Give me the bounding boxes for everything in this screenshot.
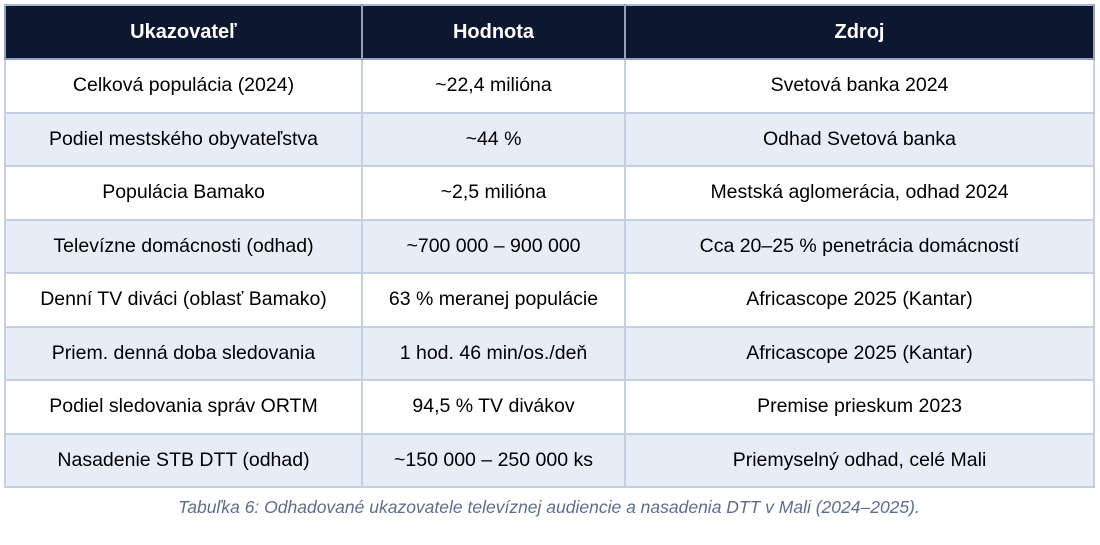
- table-header: Ukazovateľ Hodnota Zdroj: [4, 4, 1095, 60]
- tv-audience-table: Ukazovateľ Hodnota Zdroj Celková populác…: [4, 4, 1095, 488]
- cell-value: 63 % meranej populácie: [361, 272, 626, 328]
- table-body: Celková populácia (2024) ~22,4 milióna S…: [4, 58, 1095, 488]
- cell-indicator: Populácia Bamako: [4, 165, 363, 221]
- header-row: Ukazovateľ Hodnota Zdroj: [4, 4, 1095, 60]
- cell-value: ~22,4 milióna: [361, 58, 626, 114]
- cell-source: Cca 20–25 % penetrácia domácností: [624, 218, 1095, 274]
- cell-source: Africascope 2025 (Kantar): [624, 272, 1095, 328]
- cell-source: Priemyselný odhad, celé Mali: [624, 432, 1095, 488]
- cell-indicator: Celková populácia (2024): [4, 58, 363, 114]
- cell-indicator: Podiel sledovania správ ORTM: [4, 379, 363, 435]
- cell-indicator: Nasadenie STB DTT (odhad): [4, 432, 363, 488]
- cell-source: Africascope 2025 (Kantar): [624, 325, 1095, 381]
- cell-indicator: Priem. denná doba sledovania: [4, 325, 363, 381]
- cell-value: ~150 000 – 250 000 ks: [361, 432, 626, 488]
- table-row: Televízne domácnosti (odhad) ~700 000 – …: [4, 218, 1095, 274]
- column-header-source: Zdroj: [624, 4, 1095, 60]
- column-header-value: Hodnota: [361, 4, 626, 60]
- table-row: Priem. denná doba sledovania 1 hod. 46 m…: [4, 325, 1095, 381]
- table-row: Denní TV diváci (oblasť Bamako) 63 % mer…: [4, 272, 1095, 328]
- table-row: Podiel sledovania správ ORTM 94,5 % TV d…: [4, 379, 1095, 435]
- cell-source: Mestská aglomerácia, odhad 2024: [624, 165, 1095, 221]
- cell-source: Svetová banka 2024: [624, 58, 1095, 114]
- table-row: Nasadenie STB DTT (odhad) ~150 000 – 250…: [4, 432, 1095, 488]
- cell-value: 94,5 % TV divákov: [361, 379, 626, 435]
- cell-value: ~44 %: [361, 111, 626, 167]
- cell-value: 1 hod. 46 min/os./deň: [361, 325, 626, 381]
- cell-value: ~700 000 – 900 000: [361, 218, 626, 274]
- column-header-indicator: Ukazovateľ: [4, 4, 363, 60]
- table-row: Populácia Bamako ~2,5 milióna Mestská ag…: [4, 165, 1095, 221]
- cell-indicator: Televízne domácnosti (odhad): [4, 218, 363, 274]
- table-caption: Tabuľka 6: Odhadované ukazovatele televí…: [178, 497, 920, 517]
- table-row: Podiel mestského obyvateľstva ~44 % Odha…: [4, 111, 1095, 167]
- table-row: Celková populácia (2024) ~22,4 milióna S…: [4, 58, 1095, 114]
- cell-indicator: Podiel mestského obyvateľstva: [4, 111, 363, 167]
- cell-indicator: Denní TV diváci (oblasť Bamako): [4, 272, 363, 328]
- cell-value: ~2,5 milióna: [361, 165, 626, 221]
- cell-source: Odhad Svetová banka: [624, 111, 1095, 167]
- cell-source: Premise prieskum 2023: [624, 379, 1095, 435]
